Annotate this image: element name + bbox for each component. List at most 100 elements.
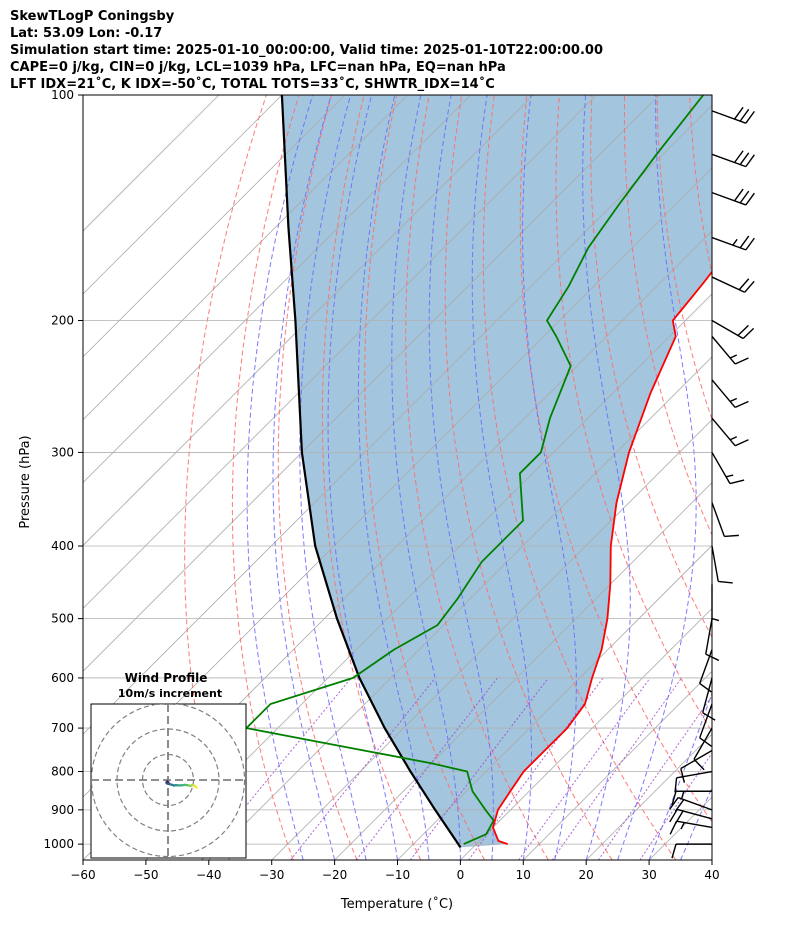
location-line: Lat: 53.09 Lon: -0.17 xyxy=(10,26,163,41)
wind-barb-staff xyxy=(699,703,713,739)
wind-barb-flag xyxy=(745,237,755,251)
wind-barb-staff xyxy=(680,749,713,770)
dry-adiabat-line xyxy=(555,95,712,733)
dry-adiabat-line xyxy=(184,95,267,860)
wind-barb xyxy=(711,417,749,447)
y-tick-label: 300 xyxy=(51,445,74,459)
wind-barb-flag xyxy=(737,324,749,337)
wind-barb-staff xyxy=(705,618,713,655)
temperature-profile-line xyxy=(492,270,712,845)
mixing-ratio-line xyxy=(409,677,549,860)
y-tick-label: 900 xyxy=(51,803,74,817)
y-axis-label: Pressure (hPa) xyxy=(18,435,33,528)
axes-layer: −60 −50 −40 −30 −20 −10 0 10 20 30 40 1000 900 800 700… xyxy=(43,88,719,882)
wind-barb-flag xyxy=(674,799,685,812)
indices-line-2: LFT IDX=21˚C, K IDX=-50˚C, TOTAL TOTS=33… xyxy=(10,77,495,92)
chart-title: SkewTLogP Coningsby xyxy=(10,9,175,24)
wind-barbs xyxy=(669,106,755,859)
x-axis-label: Temperature (˚C) xyxy=(340,896,453,912)
wind-barb xyxy=(699,703,713,747)
wind-barb xyxy=(711,335,749,365)
x-tick-label: 40 xyxy=(704,868,719,882)
wind-barb-half-flag xyxy=(681,791,685,799)
wind-barb-flag xyxy=(734,439,749,447)
wind-barb-staff xyxy=(711,545,719,582)
wind-barb xyxy=(711,188,755,206)
hodograph-ring xyxy=(91,704,246,858)
isotherm-line xyxy=(460,607,712,860)
mixing-ratio-line xyxy=(355,677,498,860)
wind-barb xyxy=(702,677,716,721)
dry-adiabat-line xyxy=(277,95,358,860)
x-tick-label: −50 xyxy=(133,868,158,882)
y-tick-label: 500 xyxy=(51,612,74,626)
wind-barb xyxy=(671,843,712,859)
wind-barb-staff xyxy=(676,820,713,829)
wind-barb-flag xyxy=(739,235,750,249)
wind-barb xyxy=(705,618,720,662)
wind-barb-staff xyxy=(711,335,736,365)
hodograph-inset: Wind Profile 10m/s increment xyxy=(90,671,247,859)
y-tick-label: 800 xyxy=(51,765,74,779)
wind-barb-staff xyxy=(699,649,713,684)
wind-barb-flag xyxy=(702,712,716,721)
dry-adiabat-line xyxy=(787,95,794,860)
wind-barb-flag xyxy=(742,327,755,340)
wind-barb-half-flag xyxy=(729,436,738,441)
x-tick-label: 0 xyxy=(457,868,465,882)
x-tick-label: −10 xyxy=(385,868,410,882)
wind-barb-flag xyxy=(739,108,750,122)
wind-barb-half-flag xyxy=(729,354,738,359)
wind-barb xyxy=(693,727,713,771)
isotherm-line xyxy=(83,95,408,421)
isotherm-line xyxy=(523,670,712,860)
wind-barb-flag xyxy=(733,106,744,120)
wind-barb-flag xyxy=(671,791,677,806)
wind-barb xyxy=(711,502,739,538)
wind-barb-flag xyxy=(744,280,755,293)
moist-adiabat-line xyxy=(711,858,712,860)
cin-shading-area xyxy=(281,95,712,848)
hodograph-title: Wind Profile xyxy=(125,671,208,685)
isotherm-line xyxy=(83,95,597,609)
wind-barb-flag xyxy=(734,400,749,409)
parcel-profile-line xyxy=(280,95,462,849)
y-tick-label: 1000 xyxy=(43,837,74,851)
wind-barb xyxy=(711,452,745,485)
wind-barb xyxy=(711,319,755,340)
dewpoint-profile-line xyxy=(244,95,705,845)
y-tick-label: 400 xyxy=(51,539,74,553)
isotherm-line xyxy=(83,95,220,232)
wind-barb xyxy=(711,379,749,409)
wind-barb-half-flag xyxy=(680,822,685,830)
dry-adiabat-line xyxy=(722,95,794,860)
moist-adiabat-line xyxy=(582,95,631,860)
wind-barb-staff xyxy=(711,502,725,537)
dry-adiabat-line xyxy=(364,95,485,860)
wind-barb-flag xyxy=(724,534,739,538)
wind-barb xyxy=(711,545,733,584)
hodograph-segment xyxy=(194,785,198,789)
x-tick-label: −60 xyxy=(70,868,95,882)
wind-barb-flag xyxy=(739,152,750,165)
wind-barb-flag xyxy=(729,479,745,485)
wind-barb-flag xyxy=(699,682,712,693)
wind-barb-flag xyxy=(669,797,679,810)
x-tick-label: −30 xyxy=(259,868,284,882)
wind-barb-staff xyxy=(711,452,731,484)
wind-barb xyxy=(674,770,713,793)
wind-barb xyxy=(669,808,713,824)
wind-barb-flag xyxy=(705,653,720,662)
isotherm-line xyxy=(83,95,471,484)
wind-barb-flag xyxy=(733,150,744,163)
wind-barb-staff xyxy=(711,379,736,408)
wind-barb-flag xyxy=(718,580,733,584)
wind-barb-flag xyxy=(745,154,755,168)
wind-barb xyxy=(711,150,755,168)
dry-adiabat-line xyxy=(444,95,613,860)
wind-barb-flag xyxy=(739,190,750,204)
wind-barb-half-flag xyxy=(729,397,738,403)
wind-barb xyxy=(711,235,755,251)
wind-barb xyxy=(671,790,712,806)
